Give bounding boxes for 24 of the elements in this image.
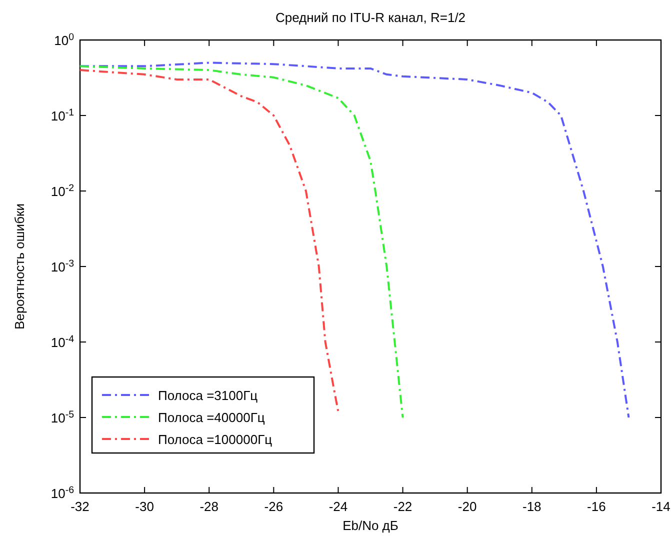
y-tick-label: 10$^{-2}$ — [50, 182, 74, 199]
x-tick-label: -18 — [522, 499, 542, 514]
x-tick-label: -32 — [70, 499, 90, 514]
legend-label: Полоса =40000Гц — [158, 410, 266, 425]
x-tick-label: -28 — [200, 499, 219, 514]
x-tick-label: -30 — [135, 499, 154, 514]
y-tick-label: 10$^{-4}$ — [50, 334, 75, 350]
x-tick-label: -24 — [328, 499, 348, 514]
x-tick-label: -16 — [587, 499, 606, 514]
y-axis-title: Вероятность ошибки — [12, 204, 27, 330]
x-tick-label: -22 — [393, 499, 412, 514]
y-tick-label: 10$^{-3}$ — [50, 258, 74, 274]
y-tick-label: 10$^{0}$ — [54, 32, 75, 48]
y-tick-label: 10$^{-6}$ — [50, 484, 74, 501]
line-series — [79, 69, 340, 413]
y-tick-label: 10$^{-1}$ — [50, 107, 74, 124]
x-tick-label: -14 — [652, 499, 670, 514]
x-axis-title: Eb/No дБ — [342, 518, 398, 533]
x-tick-label: -20 — [458, 499, 477, 514]
legend-label: Полоса =3100Гц — [158, 388, 258, 403]
chart-title: Средний по ITU-R канал, R=1/2 — [275, 10, 466, 25]
x-tick-label: -26 — [264, 499, 284, 514]
y-tick-label: 10$^{-5}$ — [50, 409, 75, 426]
legend-label: Полоса =100000Гц — [158, 432, 273, 447]
